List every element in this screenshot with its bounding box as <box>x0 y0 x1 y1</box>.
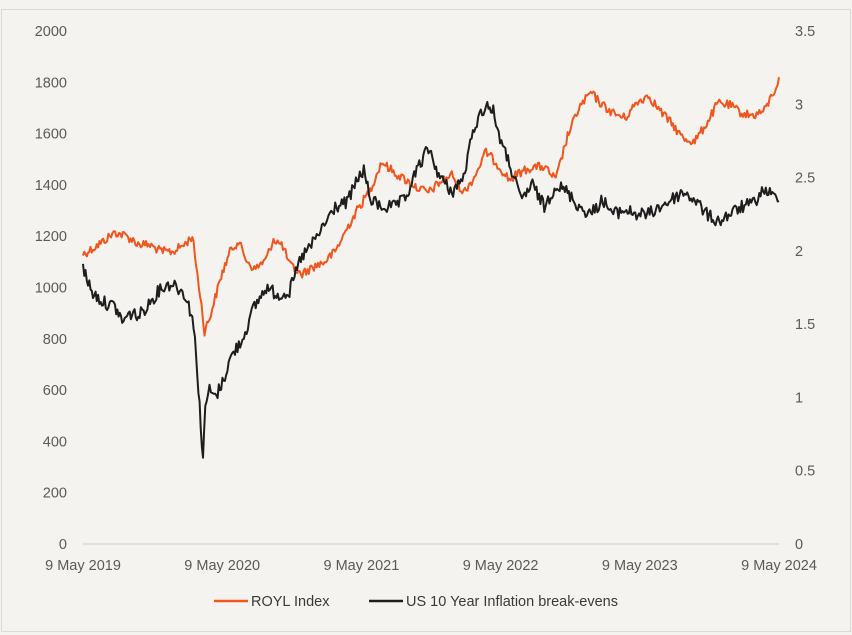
legend: ROYL Index US 10 Year Inflation break-eve… <box>214 594 618 610</box>
legend-item-royl-index-label: ROYL Index <box>251 594 330 610</box>
x-tick-label: 9 May 2019 <box>45 558 121 574</box>
right-tick-label: 1.5 <box>795 317 815 333</box>
left-tick-label: 0 <box>59 537 67 553</box>
x-tick-label: 9 May 2020 <box>184 558 260 574</box>
series-line-us-inflation-breakevens <box>82 101 780 459</box>
left-tick-label: 600 <box>43 383 67 399</box>
left-tick-label: 1800 <box>35 75 67 91</box>
left-tick-label: 200 <box>43 486 67 502</box>
left-tick-label: 1200 <box>35 229 67 245</box>
x-axis-ticks: 9 May 2019 9 May 2020 9 May 2021 9 May 2022… <box>45 558 817 574</box>
left-tick-label: 1000 <box>35 281 67 297</box>
left-tick-label: 1400 <box>35 178 67 194</box>
right-tick-label: 1 <box>795 390 803 406</box>
left-tick-label: 800 <box>43 332 67 348</box>
right-axis-ticks: 0 0.5 1 1.5 2 2.5 3 3.5 <box>795 24 815 553</box>
chart-frame <box>1 9 851 632</box>
left-tick-label: 2000 <box>35 24 67 40</box>
legend-item-us-inflation-breakevens-label: US 10 Year Inflation break-evens <box>406 594 618 610</box>
x-tick-label: 9 May 2021 <box>324 558 400 574</box>
right-tick-label: 0 <box>795 537 803 553</box>
left-axis-ticks: 0 200 400 600 800 1000 1200 1400 1600 1800 2000 <box>35 24 67 553</box>
right-tick-label: 3 <box>795 97 803 113</box>
series-group <box>82 77 780 459</box>
right-tick-label: 0.5 <box>795 464 815 480</box>
right-tick-label: 2.5 <box>795 171 815 187</box>
right-tick-label: 2 <box>795 244 803 260</box>
x-tick-label: 9 May 2022 <box>463 558 539 574</box>
x-tick-label: 9 May 2024 <box>741 558 817 574</box>
series-line-royl-index <box>82 77 780 337</box>
x-tick-label: 9 May 2023 <box>602 558 678 574</box>
left-tick-label: 400 <box>43 434 67 450</box>
right-tick-label: 3.5 <box>795 24 815 40</box>
left-tick-label: 1600 <box>35 127 67 143</box>
